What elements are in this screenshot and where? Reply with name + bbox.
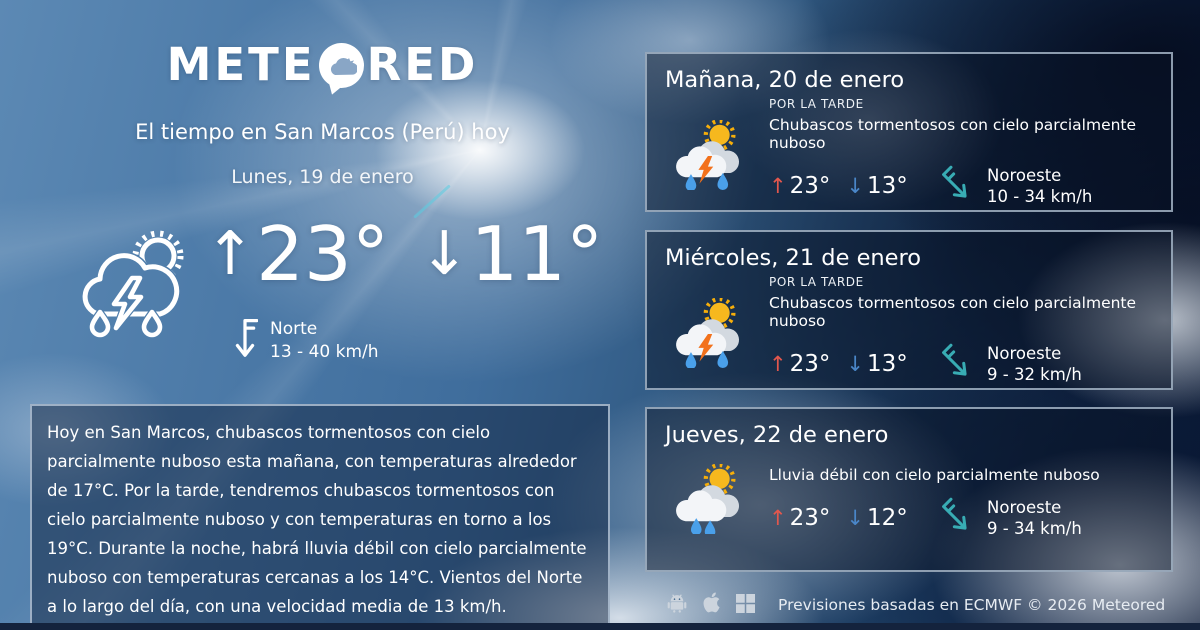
card-period-label: POR LA TARDE	[769, 97, 864, 111]
logo-text-right: RED	[366, 38, 479, 91]
arrow-down-icon: ↓	[846, 174, 864, 198]
windows-icon[interactable]	[736, 593, 755, 617]
min-temp-value: 11°	[470, 210, 604, 298]
arrow-up-icon: ↑	[205, 219, 256, 289]
forecast-summary-text: Hoy en San Marcos, chubascos tormentosos…	[30, 404, 610, 630]
storm-sun-icon	[663, 114, 755, 190]
arrow-down-icon: ↓	[846, 506, 864, 530]
forecast-card-tomorrow[interactable]: Mañana, 20 de enero POR LA TARDE Chub	[645, 52, 1173, 212]
wind-direction: Norte	[270, 319, 318, 339]
card-min-temp: 13°	[867, 173, 908, 199]
bottom-accent-bar	[0, 623, 1200, 630]
arrow-up-icon: ↑	[769, 352, 787, 376]
card-day-label: Miércoles, 21 de enero	[665, 245, 922, 271]
today-min-temp: ↓ 11°	[419, 214, 603, 294]
wind-barb-icon	[930, 493, 981, 544]
wind-barb-icon	[232, 316, 259, 366]
arrow-up-icon: ↑	[769, 506, 787, 530]
card-wind-speed: 10 - 34 km/h	[987, 187, 1093, 206]
card-temperatures: ↑ 23° ↓ 13°	[769, 351, 937, 377]
card-wind-speed: 9 - 34 km/h	[987, 519, 1082, 538]
card-min-temp: 13°	[867, 351, 908, 377]
max-temp-value: 23°	[256, 210, 390, 298]
card-min-temp: 12°	[867, 505, 908, 531]
today-wind: Norte 13 - 40 km/h	[232, 316, 379, 366]
card-max-temp: 23°	[789, 351, 831, 377]
wind-barb-icon	[930, 339, 981, 390]
forecast-card-wednesday[interactable]: Miércoles, 21 de enero POR LA TARDE C	[645, 230, 1173, 390]
card-condition-text: Chubascos tormentosos con cielo parcialm…	[769, 116, 1137, 152]
current-date: Lunes, 19 de enero	[231, 166, 414, 188]
logo-text-left: METE	[166, 38, 316, 91]
attribution-text: Previsiones basadas en ECMWF © 2026 Mete…	[778, 596, 1166, 614]
card-day-label: Mañana, 20 de enero	[665, 67, 905, 93]
arrow-down-icon: ↓	[419, 219, 470, 289]
arrow-up-icon: ↑	[769, 174, 787, 198]
wind-barb-icon	[930, 161, 981, 212]
footer: Previsiones basadas en ECMWF © 2026 Mete…	[645, 592, 1185, 618]
wind-speed: 13 - 40 km/h	[270, 342, 379, 362]
card-wind-speed: 9 - 32 km/h	[987, 365, 1082, 384]
card-wind-direction: Noroeste	[987, 498, 1062, 517]
apple-icon[interactable]	[702, 592, 721, 618]
card-temperatures: ↑ 23° ↓ 12°	[769, 505, 937, 531]
today-temperatures: ↑ 23° ↓ 11°	[205, 214, 603, 294]
today-max-temp: ↑ 23°	[205, 214, 389, 294]
card-wind: Noroeste 9 - 34 km/h	[937, 497, 1082, 539]
card-wind-direction: Noroeste	[987, 344, 1062, 363]
card-temperatures: ↑ 23° ↓ 13°	[769, 173, 937, 199]
meteored-logo[interactable]: METE RED	[0, 42, 645, 88]
storm-sun-outline-icon	[70, 218, 200, 358]
card-wind: Noroeste 9 - 32 km/h	[937, 343, 1082, 385]
card-max-temp: 23°	[789, 505, 831, 531]
card-condition-text: Chubascos tormentosos con cielo parcialm…	[769, 294, 1137, 330]
card-condition-text: Lluvia débil con cielo parcialmente nubo…	[769, 466, 1100, 484]
arrow-down-icon: ↓	[846, 352, 864, 376]
card-wind: Noroeste 10 - 34 km/h	[937, 165, 1092, 207]
storm-sun-icon	[663, 292, 755, 368]
page-title: El tiempo en San Marcos (Perú) hoy	[135, 120, 510, 144]
rain-sun-icon	[663, 458, 755, 534]
card-period-label: POR LA TARDE	[769, 275, 864, 289]
card-wind-direction: Noroeste	[987, 166, 1062, 185]
card-max-temp: 23°	[789, 173, 831, 199]
card-day-label: Jueves, 22 de enero	[665, 422, 889, 448]
android-icon[interactable]	[667, 593, 687, 617]
cloud-bubble-icon	[318, 42, 364, 88]
forecast-card-thursday[interactable]: Jueves, 22 de enero Lluvia débil con cie…	[645, 407, 1173, 572]
